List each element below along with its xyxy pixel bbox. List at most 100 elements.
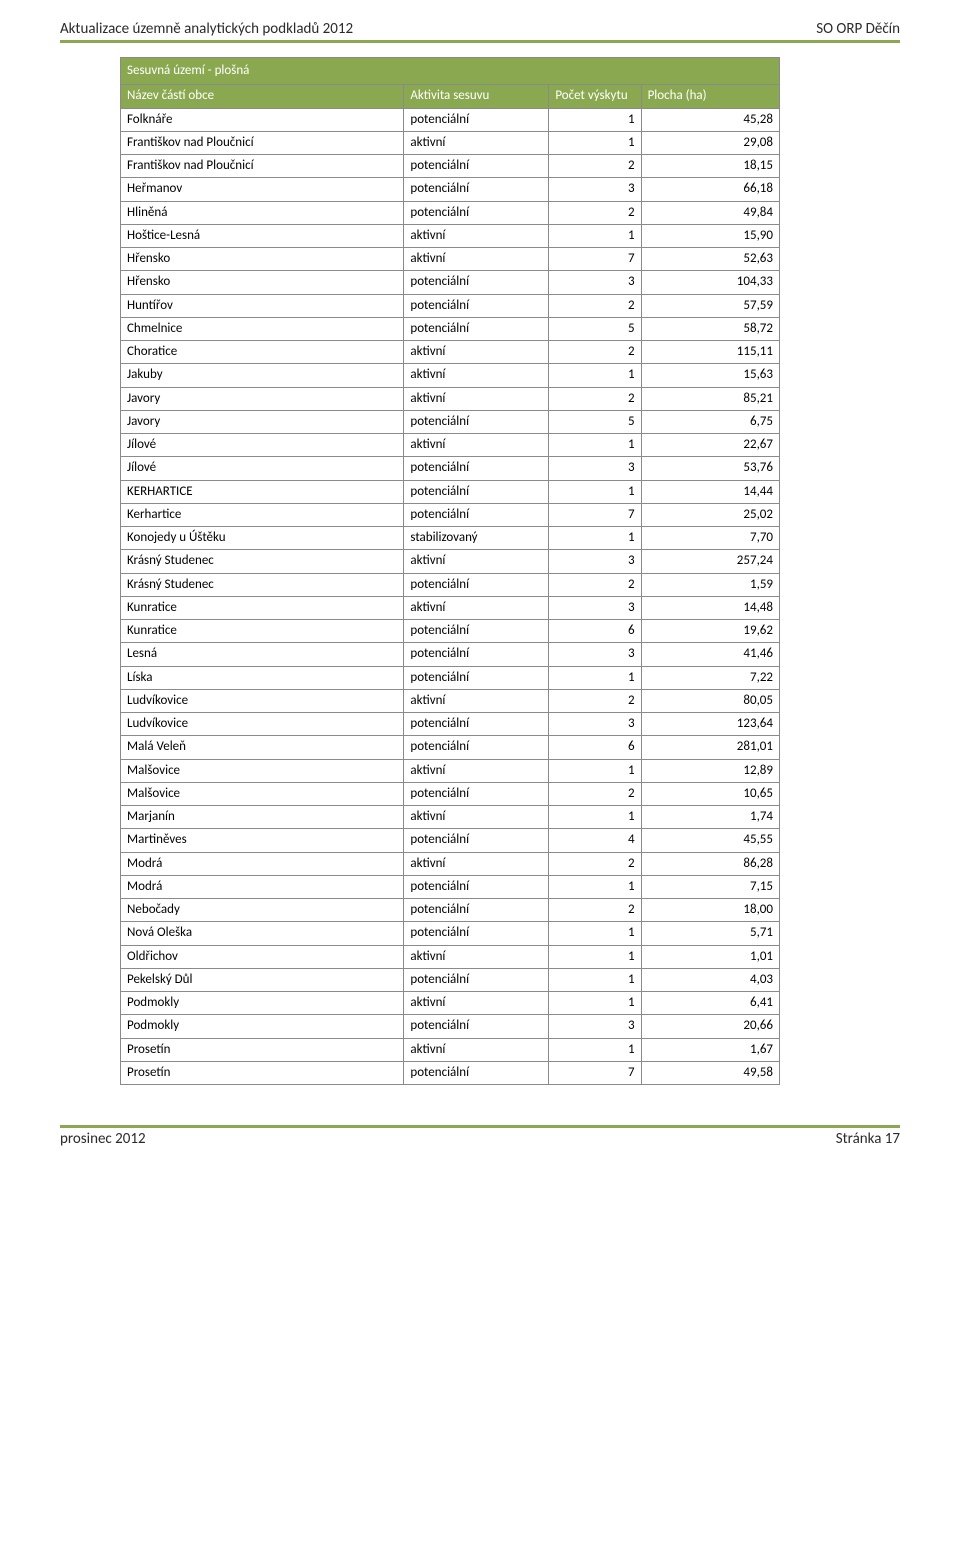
cell-activity: potenciální [404, 457, 549, 480]
cell-activity: aktivní [404, 852, 549, 875]
cell-area: 1,01 [641, 945, 779, 968]
page: Aktualizace územně analytických podkladů… [0, 0, 960, 1178]
cell-area: 20,66 [641, 1015, 779, 1038]
cell-area: 1,67 [641, 1038, 779, 1061]
cell-count: 2 [549, 294, 641, 317]
header-left: Aktualizace územně analytických podkladů… [60, 20, 353, 38]
cell-count: 3 [549, 1015, 641, 1038]
col-activity: Aktivita sesuvu [404, 85, 549, 108]
cell-name: Pekelský Důl [121, 968, 404, 991]
footer-rule [60, 1125, 900, 1128]
cell-name: Ludvíkovice [121, 689, 404, 712]
cell-activity: aktivní [404, 806, 549, 829]
cell-count: 1 [549, 968, 641, 991]
cell-count: 2 [549, 852, 641, 875]
table-row: Jílovéaktivní122,67 [121, 434, 780, 457]
cell-count: 7 [549, 503, 641, 526]
cell-area: 18,15 [641, 155, 779, 178]
table-row: Ludvíkoviceaktivní280,05 [121, 689, 780, 712]
cell-count: 2 [549, 899, 641, 922]
cell-activity: potenciální [404, 643, 549, 666]
cell-activity: potenciální [404, 736, 549, 759]
cell-activity: potenciální [404, 294, 549, 317]
cell-name: Krásný Studenec [121, 550, 404, 573]
cell-name: Oldřichov [121, 945, 404, 968]
cell-activity: potenciální [404, 899, 549, 922]
cell-area: 6,41 [641, 992, 779, 1015]
cell-name: Hoštice-Lesná [121, 224, 404, 247]
table-row: Choraticeaktivní2115,11 [121, 341, 780, 364]
cell-name: Malšovice [121, 782, 404, 805]
cell-count: 1 [549, 131, 641, 154]
cell-activity: aktivní [404, 596, 549, 619]
table-row: Jílovépotenciální353,76 [121, 457, 780, 480]
cell-activity: aktivní [404, 945, 549, 968]
cell-area: 10,65 [641, 782, 779, 805]
cell-activity: potenciální [404, 713, 549, 736]
cell-activity: potenciální [404, 480, 549, 503]
cell-count: 1 [549, 875, 641, 898]
cell-area: 80,05 [641, 689, 779, 712]
cell-area: 18,00 [641, 899, 779, 922]
table-row: Františkov nad Ploučnicíaktivní129,08 [121, 131, 780, 154]
cell-activity: potenciální [404, 317, 549, 340]
cell-activity: aktivní [404, 434, 549, 457]
cell-area: 19,62 [641, 620, 779, 643]
cell-count: 3 [549, 596, 641, 619]
footer-right: Stránka 17 [836, 1130, 900, 1148]
table-row: Podmoklyaktivní16,41 [121, 992, 780, 1015]
cell-name: Ludvíkovice [121, 713, 404, 736]
cell-count: 1 [549, 922, 641, 945]
table-row: Prosetínaktivní11,67 [121, 1038, 780, 1061]
cell-name: Hřensko [121, 248, 404, 271]
cell-area: 15,90 [641, 224, 779, 247]
table-row: Malšovicepotenciální210,65 [121, 782, 780, 805]
table-head: Sesuvná území - plošná Název částí obce … [121, 58, 780, 109]
cell-count: 6 [549, 620, 641, 643]
cell-activity: potenciální [404, 829, 549, 852]
cell-area: 41,46 [641, 643, 779, 666]
cell-name: Jakuby [121, 364, 404, 387]
table-row: Prosetínpotenciální749,58 [121, 1061, 780, 1084]
cell-area: 49,58 [641, 1061, 779, 1084]
cell-name: Javory [121, 387, 404, 410]
cell-name: Modrá [121, 852, 404, 875]
cell-area: 25,02 [641, 503, 779, 526]
cell-name: Modrá [121, 875, 404, 898]
header-right: SO ORP Děčín [816, 20, 900, 38]
cell-count: 2 [549, 155, 641, 178]
cell-name: Jílové [121, 457, 404, 480]
cell-count: 7 [549, 248, 641, 271]
table-row: Krásný Studenecpotenciální21,59 [121, 573, 780, 596]
cell-name: Hliněná [121, 201, 404, 224]
table-row: Krásný Studenecaktivní3257,24 [121, 550, 780, 573]
table-row: Lesnápotenciální341,46 [121, 643, 780, 666]
cell-name: Malšovice [121, 759, 404, 782]
cell-count: 2 [549, 387, 641, 410]
table-row: Kunraticepotenciální619,62 [121, 620, 780, 643]
cell-count: 3 [549, 550, 641, 573]
cell-activity: aktivní [404, 550, 549, 573]
cell-name: Podmokly [121, 992, 404, 1015]
cell-activity: potenciální [404, 201, 549, 224]
cell-area: 6,75 [641, 410, 779, 433]
table-row: Heřmanovpotenciální366,18 [121, 178, 780, 201]
table-row: Oldřichovaktivní11,01 [121, 945, 780, 968]
cell-area: 1,59 [641, 573, 779, 596]
table-row: Konojedy u Úštěkustabilizovaný17,70 [121, 527, 780, 550]
cell-count: 1 [549, 1038, 641, 1061]
cell-count: 2 [549, 689, 641, 712]
cell-count: 1 [549, 108, 641, 131]
cell-area: 4,03 [641, 968, 779, 991]
table-row: Modráaktivní286,28 [121, 852, 780, 875]
cell-area: 15,63 [641, 364, 779, 387]
cell-area: 5,71 [641, 922, 779, 945]
table-row: KERHARTICEpotenciální114,44 [121, 480, 780, 503]
cell-activity: potenciální [404, 968, 549, 991]
table-row: Huntířovpotenciální257,59 [121, 294, 780, 317]
cell-activity: potenciální [404, 108, 549, 131]
cell-activity: aktivní [404, 131, 549, 154]
table-row: Nebočadypotenciální218,00 [121, 899, 780, 922]
cell-area: 14,48 [641, 596, 779, 619]
cell-activity: aktivní [404, 224, 549, 247]
